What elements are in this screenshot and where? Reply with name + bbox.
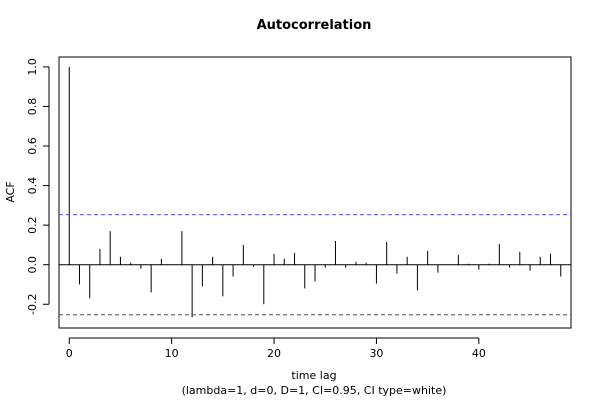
x-axis-label: time lag [291,369,336,382]
y-axis-label: ACF [4,181,17,202]
x-tick-label: 0 [66,347,73,360]
y-axis: -0.2 0.0 0.2 0.4 0.6 0.8 1.0 [26,58,50,315]
chart-subtitle: (lambda=1, d=0, D=1, CI=0.95, CI type=wh… [182,384,447,397]
chart-title: Autocorrelation [257,18,372,33]
y-tick-label: 0.0 [26,256,39,274]
x-axis: 0 10 20 30 40 [66,337,486,360]
confidence-lines [59,214,571,316]
y-tick-label: 0.4 [26,177,39,195]
plot-frame [58,56,572,329]
x-tick-label: 30 [369,347,383,360]
y-tick-label: 0.8 [26,98,39,116]
x-tick-label: 10 [165,347,179,360]
x-tick-label: 40 [472,347,486,360]
y-tick-label: -0.2 [26,294,39,315]
y-tick-label: 0.2 [26,216,39,234]
y-tick-label: 1.0 [26,58,39,76]
x-tick-label: 20 [267,347,281,360]
y-tick-label: 0.6 [26,137,39,155]
acf-bars [59,66,571,318]
